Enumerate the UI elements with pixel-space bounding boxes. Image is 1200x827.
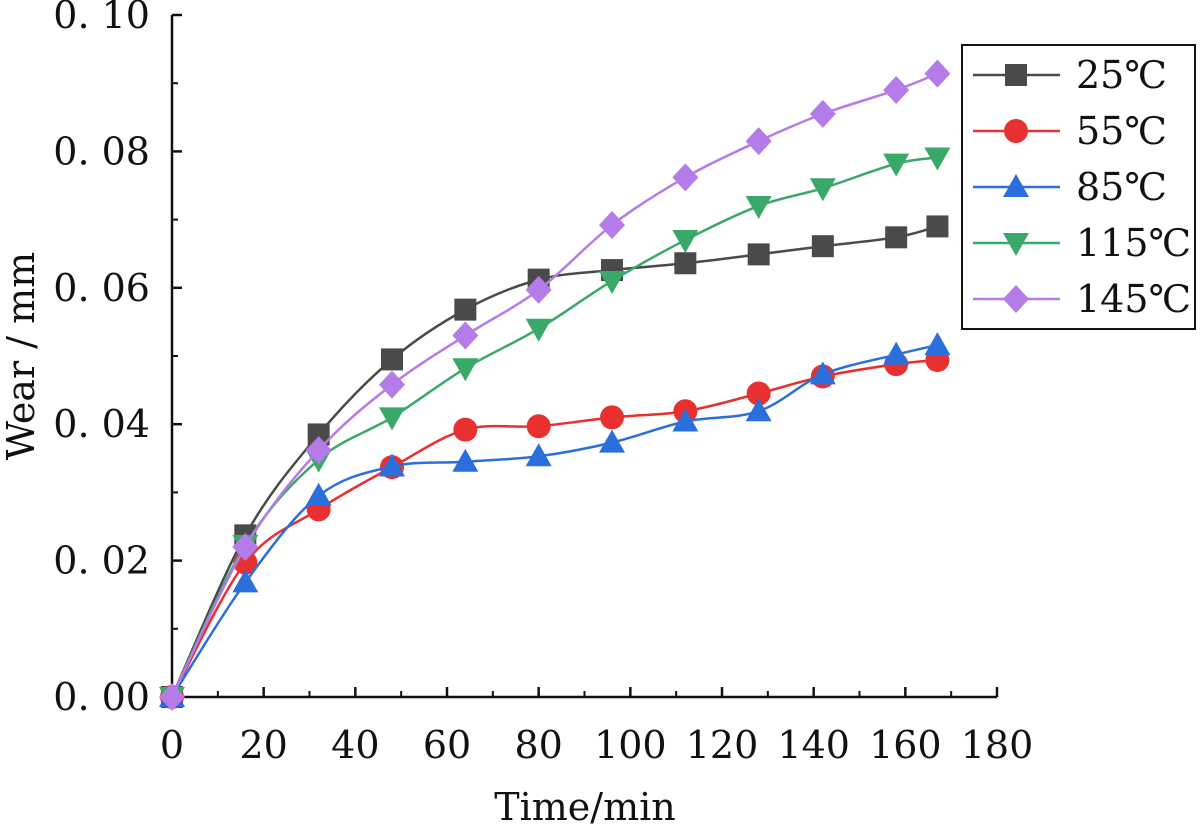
data-point	[672, 163, 699, 192]
series-line	[170, 343, 938, 698]
x-tick-label: 80	[514, 723, 562, 767]
data-point	[809, 361, 836, 385]
data-point	[924, 147, 951, 171]
data-point	[745, 127, 772, 156]
legend: 25℃ 55℃ 85℃ 115℃ 145℃	[961, 44, 1196, 330]
data-point	[926, 215, 949, 238]
y-tick-label: 0. 06	[53, 266, 150, 310]
legend-marker	[1005, 64, 1027, 86]
x-tick-label: 120	[686, 723, 759, 767]
data-point	[600, 405, 624, 430]
data-point	[747, 243, 770, 266]
series-line	[170, 225, 938, 698]
data-point	[525, 443, 552, 467]
data-point	[525, 318, 552, 342]
legend-label: 115℃	[1076, 221, 1191, 265]
data-point	[924, 59, 951, 88]
data-point	[379, 453, 405, 477]
data-point	[305, 436, 332, 465]
legend-label: 25℃	[1076, 53, 1167, 97]
y-axis-title: Wear / mm	[0, 252, 43, 460]
data-point	[745, 195, 772, 219]
legend-marker	[1003, 174, 1029, 197]
data-point	[811, 235, 834, 258]
x-tick-label: 100	[594, 723, 667, 767]
y-tick-label: 0. 02	[53, 539, 150, 583]
legend-label: 85℃	[1076, 165, 1167, 209]
series-4	[159, 59, 951, 711]
data-point	[525, 275, 552, 304]
legend-label: 145℃	[1076, 277, 1191, 321]
y-tick-label: 0. 10	[53, 0, 150, 37]
data-point	[809, 178, 836, 202]
x-tick-label: 160	[869, 723, 942, 767]
data-point	[379, 370, 405, 399]
series-1	[160, 348, 950, 709]
data-point	[379, 407, 405, 431]
data-point	[159, 683, 185, 711]
data-point	[599, 429, 625, 453]
series-0	[161, 215, 949, 708]
x-tick-label: 60	[423, 723, 471, 767]
data-point	[809, 99, 836, 128]
data-point	[924, 332, 951, 356]
data-point	[883, 76, 910, 105]
legend-marker	[1003, 285, 1029, 313]
x-axis-ticks: 0 20 40 60 80 100 120 140 160 180	[160, 687, 1033, 767]
series-2	[159, 332, 951, 707]
x-tick-label: 20	[239, 723, 287, 767]
data-point	[232, 569, 259, 593]
series-layer	[159, 59, 951, 711]
data-point	[599, 211, 625, 240]
data-point	[453, 417, 478, 442]
data-point	[526, 414, 551, 439]
data-point	[452, 358, 479, 382]
data-point	[746, 381, 771, 406]
x-tick-label: 180	[961, 723, 1034, 767]
series-3	[159, 147, 951, 710]
x-tick-label: 140	[777, 723, 850, 767]
x-tick-label: 0	[160, 723, 184, 767]
legend-label: 55℃	[1076, 109, 1167, 153]
data-point	[599, 270, 625, 294]
data-point	[885, 226, 908, 249]
data-point	[381, 348, 403, 371]
y-tick-label: 0. 04	[53, 402, 150, 446]
data-point	[883, 153, 910, 177]
data-point	[452, 321, 479, 350]
y-axis-ticks: 0. 00 0. 02 0. 04 0. 06 0. 08 0. 10	[53, 0, 182, 719]
data-point	[454, 298, 477, 321]
data-point	[452, 448, 479, 472]
x-axis-title: Time/min	[494, 785, 675, 827]
legend-marker	[1004, 119, 1028, 143]
y-tick-label: 0. 00	[53, 675, 150, 719]
x-tick-label: 40	[331, 723, 379, 767]
data-point	[674, 252, 697, 275]
data-point	[672, 230, 699, 254]
plot-area: 0 20 40 60 80 100 120 140 160 180 0. 00 0. 02 0. 04…	[53, 0, 1033, 767]
y-tick-label: 0. 08	[53, 129, 150, 173]
data-point	[307, 423, 330, 446]
data-point	[305, 482, 332, 506]
data-point	[745, 398, 772, 422]
data-point	[883, 341, 910, 365]
legend-marker	[1003, 233, 1029, 256]
data-point	[672, 408, 699, 432]
data-point	[232, 532, 259, 561]
